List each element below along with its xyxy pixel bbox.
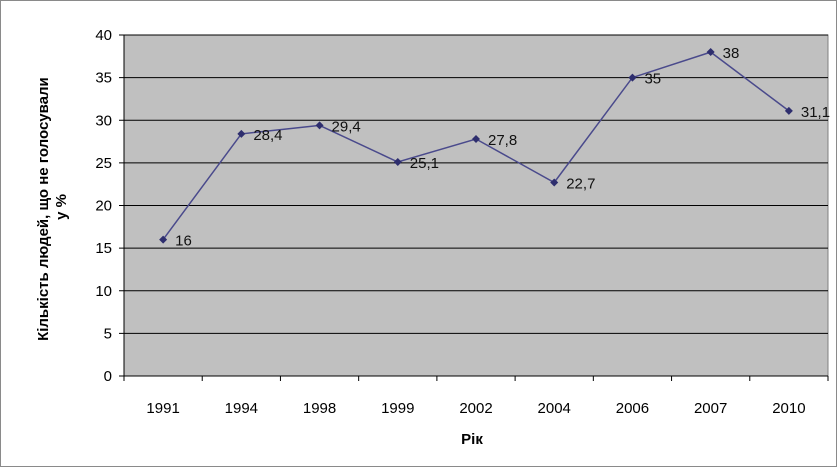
data-point-marker: [706, 48, 715, 57]
x-tick-label: 2010: [772, 400, 805, 417]
data-point-marker: [550, 178, 559, 187]
y-tick-label: 15: [95, 240, 112, 257]
data-label: 27,8: [488, 132, 517, 149]
data-label: 16: [175, 233, 192, 250]
data-label: 25,1: [410, 155, 439, 172]
y-axis-title: Кількість людей, що не голосували у %: [35, 73, 70, 341]
data-point-marker: [315, 121, 324, 130]
data-point-marker: [393, 158, 402, 167]
y-tick-label: 20: [95, 198, 112, 215]
data-label: 22,7: [566, 175, 595, 192]
y-tick-label: 10: [95, 283, 112, 300]
x-tick-label: 1994: [225, 400, 258, 417]
y-tick-label: 35: [95, 70, 112, 87]
y-tick-label: 40: [95, 27, 112, 44]
data-point-marker: [472, 135, 480, 144]
data-point-marker: [159, 235, 168, 244]
y-tick-label: 30: [95, 112, 112, 129]
series-group: [159, 48, 793, 244]
data-label: 31,1: [801, 104, 830, 121]
data-label: 28,4: [253, 127, 282, 144]
y-axis-title-line-2: у %: [53, 194, 70, 220]
data-point-marker: [784, 106, 793, 115]
x-axis-title: Рік: [461, 431, 483, 448]
y-tick-label: 5: [104, 325, 112, 342]
x-tick-label: 1991: [146, 400, 179, 417]
y-axis-tick-labels: 0 5 10 15 20 25 30 35 40: [95, 27, 112, 385]
plot-area-group: [119, 34, 829, 381]
data-label: 38: [723, 45, 740, 62]
x-tick-label: 2004: [538, 400, 571, 417]
x-axis-tick-labels: 1991 1994 1998 1999 2002 2004 2006 2007 2010: [146, 400, 805, 417]
data-label: 29,4: [332, 118, 361, 135]
x-tick-label: 2007: [694, 400, 727, 417]
data-labels-group: 16 28,4 29,4 25,1 27,8 22,7 35 38 31,1: [175, 45, 830, 250]
data-label: 35: [644, 71, 661, 88]
x-tick-label: 1998: [303, 400, 336, 417]
data-point-marker: [237, 129, 246, 138]
y-axis-title-line-1: Кількість людей, що не голосували: [35, 77, 52, 341]
y-tick-label: 0: [104, 368, 112, 385]
x-tick-label: 1999: [381, 400, 414, 417]
y-tick-label: 25: [95, 155, 112, 172]
x-tick-label: 2002: [459, 400, 492, 417]
data-point-marker: [628, 73, 637, 82]
x-tick-label: 2006: [616, 400, 649, 417]
